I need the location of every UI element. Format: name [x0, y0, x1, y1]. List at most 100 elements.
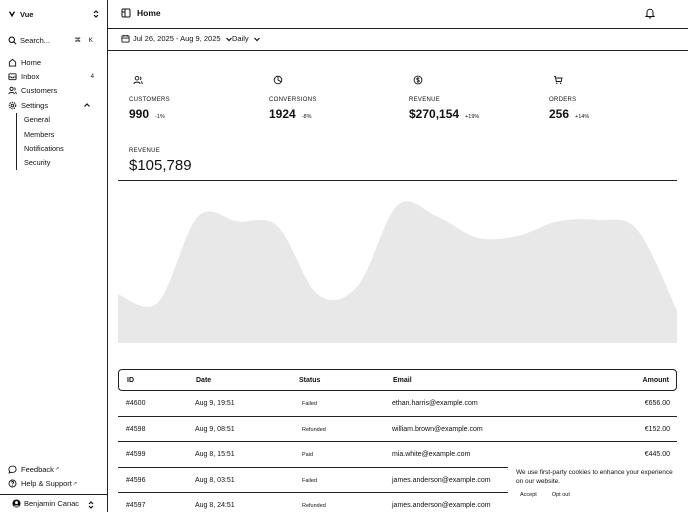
col-header-status[interactable]: Status	[299, 377, 321, 384]
settings-submenu: General Members Notifications Security	[16, 112, 100, 170]
sidebar-item-notifications[interactable]: Notifications	[24, 141, 100, 155]
revenue-area-chart[interactable]	[118, 181, 677, 343]
sidebar: Vue Search... ⌘ K Home Inbox 4 Customers…	[0, 0, 108, 512]
team-name: Vue	[20, 9, 34, 19]
cell-id: #4598	[126, 425, 146, 433]
sidebar-item-customers[interactable]: Customers	[8, 84, 100, 98]
accept-cookies-button[interactable]: Accept	[520, 492, 537, 498]
feedback-link[interactable]: Feedback ↗	[8, 462, 100, 477]
table-row[interactable]: #4598 Aug 9, 08:51 Refunded william.brow…	[118, 417, 677, 442]
chat-icon	[8, 465, 17, 474]
chevron-up-down-icon	[88, 501, 94, 509]
revenue-area	[118, 201, 677, 343]
user-menu[interactable]: Benjamin Canac	[0, 494, 108, 512]
cell-email: mia.white@example.com	[392, 451, 471, 458]
sidebar-item-label: Customers	[21, 86, 58, 96]
sidebar-item-label: General	[24, 115, 50, 125]
sidebar-toggle-icon[interactable]	[121, 8, 131, 18]
search-button[interactable]: Search... ⌘ K	[8, 33, 100, 47]
stat-delta: -8%	[301, 114, 312, 120]
status-badge: Refunded	[302, 503, 326, 509]
stat-conversions[interactable]: CONVERSIONS 1924 -8%	[269, 75, 399, 121]
users-icon	[8, 87, 17, 95]
stat-delta: +19%	[465, 114, 480, 120]
team-switcher[interactable]: Vue	[8, 7, 100, 21]
toolbar: Jul 26, 2025 - Aug 9, 2025 Daily	[108, 29, 688, 51]
cell-date: Aug 9, 19:51	[195, 400, 235, 407]
external-link-icon: ↗	[54, 466, 60, 473]
sidebar-item-security[interactable]: Security	[24, 155, 100, 169]
sidebar-item-label: Feedback	[21, 464, 54, 474]
sidebar-nav: Home Inbox 4 Customers Settings General …	[8, 55, 100, 170]
cell-email: william.brown@example.com	[392, 425, 483, 433]
page-title: Home	[121, 8, 161, 18]
status-badge: Refunded	[302, 426, 326, 433]
period-select[interactable]: Daily	[232, 34, 261, 43]
stat-delta: +14%	[575, 114, 590, 120]
cookie-banner: We use first-party cookies to enhance yo…	[508, 460, 688, 512]
col-header-date[interactable]: Date	[196, 377, 212, 384]
col-header-id[interactable]: ID	[127, 377, 134, 384]
sidebar-item-home[interactable]: Home	[8, 55, 100, 69]
shopping-cart-icon	[554, 76, 563, 84]
cell-email: james.anderson@example.com	[392, 476, 491, 484]
stat-label: REVENUE	[409, 97, 441, 103]
dollar-circle-icon	[413, 75, 423, 85]
revenue-label: REVENUE	[129, 148, 161, 154]
sidebar-item-label: Notifications	[24, 143, 64, 153]
user-name: Benjamin Canac	[24, 499, 80, 508]
stat-value: $270,154	[409, 107, 460, 121]
help-support-link[interactable]: Help & Support ↗	[8, 477, 100, 492]
table-row[interactable]: #4596 Aug 8, 03:51 Failed james.anderson…	[118, 468, 677, 493]
cell-id: #4597	[126, 502, 146, 509]
sidebar-item-label: Home	[21, 57, 42, 67]
sidebar-item-general[interactable]: General	[24, 113, 100, 127]
stat-label: CONVERSIONS	[269, 97, 317, 103]
sidebar-item-members[interactable]: Members	[24, 127, 100, 141]
date-range-picker[interactable]: Jul 26, 2025 - Aug 9, 2025	[121, 34, 233, 43]
chevron-down-icon	[225, 37, 232, 41]
opt-out-button[interactable]: Opt out	[551, 492, 570, 498]
chevron-down-icon	[253, 37, 260, 41]
external-link-icon: ↗	[72, 480, 78, 487]
stat-value: 1924	[269, 107, 296, 121]
cell-email: james.anderson@example.com	[392, 502, 491, 509]
col-header-amount[interactable]: Amount	[642, 377, 669, 384]
sidebar-item-label: Inbox	[21, 72, 40, 82]
table-row[interactable]: #4597 Aug 8, 24:51 Refunded james.anders…	[118, 493, 677, 512]
sidebar-item-label: Settings	[21, 100, 49, 110]
divider	[118, 180, 677, 181]
cell-email: ethan.harris@example.com	[392, 400, 478, 407]
inbox-badge: 4	[90, 73, 94, 80]
cell-amount: €656.00	[644, 400, 670, 407]
revenue-value: $105,789	[129, 157, 192, 174]
status-badge: Paid	[302, 452, 314, 458]
cell-id: #4599	[126, 451, 146, 458]
stat-value: 256	[549, 107, 570, 121]
table-row[interactable]: #4599 Aug 8, 15:51 Paid mia.white@exampl…	[118, 442, 677, 468]
table-row[interactable]: #4600 Aug 9, 19:51 Failed ethan.harris@e…	[118, 391, 677, 417]
page-title-text: Home	[137, 8, 161, 18]
cookie-message: We use first-party cookies to enhance yo…	[516, 469, 673, 485]
cell-date: Aug 8, 24:51	[195, 502, 235, 509]
vue-logo-icon	[8, 11, 16, 18]
date-range-label: Jul 26, 2025 - Aug 9, 2025	[133, 34, 221, 43]
home-icon	[8, 58, 17, 67]
pie-chart-icon	[273, 75, 283, 85]
bell-icon[interactable]	[645, 8, 655, 19]
sidebar-item-settings[interactable]: Settings	[8, 98, 100, 112]
chevron-up-down-icon	[93, 10, 99, 18]
stat-customers[interactable]: CUSTOMERS 990 -1%	[129, 75, 259, 121]
orders-table-header: ID Date Status Email Amount	[118, 369, 677, 391]
col-header-email[interactable]: Email	[393, 377, 412, 384]
cell-amount: €152.00	[644, 425, 670, 433]
stat-value: 990	[129, 107, 150, 121]
cell-id: #4596	[126, 476, 146, 484]
stat-revenue[interactable]: REVENUE $270,154 +19%	[409, 75, 539, 121]
period-label: Daily	[232, 34, 249, 43]
status-badge: Failed	[302, 477, 317, 484]
sidebar-item-label: Members	[24, 129, 55, 139]
sidebar-item-inbox[interactable]: Inbox 4	[8, 69, 100, 83]
stat-orders[interactable]: ORDERS 256 +14%	[549, 75, 679, 121]
stat-delta: -1%	[155, 114, 165, 120]
